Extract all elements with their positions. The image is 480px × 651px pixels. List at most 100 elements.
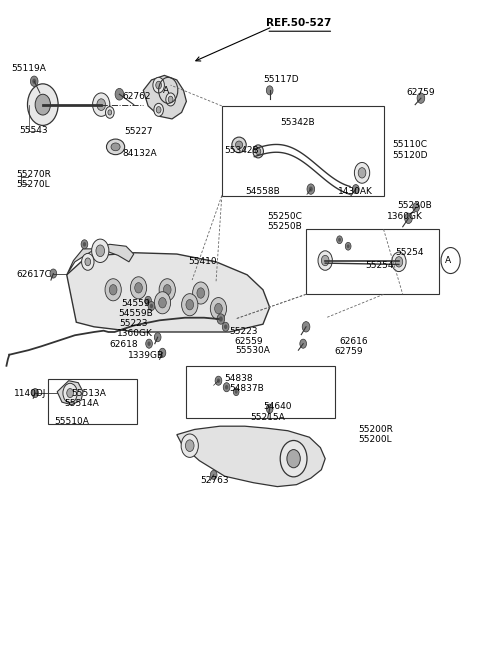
Text: 55514A: 55514A — [64, 399, 98, 408]
Circle shape — [417, 93, 425, 104]
Text: 55254: 55254 — [396, 248, 424, 257]
Text: 54558B: 54558B — [245, 187, 279, 196]
Circle shape — [97, 99, 106, 111]
Circle shape — [150, 304, 153, 309]
Circle shape — [108, 110, 112, 115]
Circle shape — [159, 279, 175, 301]
Text: 52763: 52763 — [201, 476, 229, 484]
Circle shape — [395, 256, 403, 267]
Circle shape — [148, 301, 155, 311]
Circle shape — [197, 288, 204, 298]
Text: 55110C: 55110C — [392, 141, 427, 150]
Circle shape — [67, 389, 73, 398]
Circle shape — [32, 389, 38, 398]
Circle shape — [181, 294, 198, 316]
Circle shape — [155, 333, 161, 342]
Circle shape — [93, 93, 110, 117]
Bar — [186, 366, 335, 418]
Circle shape — [210, 298, 227, 320]
Text: 55223: 55223 — [229, 327, 258, 337]
Text: 1360GK: 1360GK — [387, 212, 423, 221]
Circle shape — [81, 240, 88, 249]
Circle shape — [217, 314, 225, 324]
Text: 55200L: 55200L — [359, 435, 392, 444]
Text: 62618: 62618 — [110, 340, 138, 349]
Circle shape — [347, 244, 349, 248]
Circle shape — [156, 107, 161, 113]
Circle shape — [280, 441, 307, 477]
Bar — [306, 229, 439, 294]
Circle shape — [224, 325, 228, 329]
Circle shape — [215, 376, 222, 385]
Text: A: A — [162, 86, 168, 95]
Circle shape — [405, 213, 412, 223]
Circle shape — [106, 107, 114, 118]
Polygon shape — [67, 253, 270, 332]
Polygon shape — [67, 244, 134, 275]
Polygon shape — [57, 381, 83, 405]
Circle shape — [158, 298, 166, 308]
Text: 1339GB: 1339GB — [128, 351, 164, 360]
Circle shape — [83, 242, 86, 247]
Circle shape — [181, 434, 198, 458]
Text: 55513A: 55513A — [72, 389, 107, 398]
Circle shape — [146, 339, 153, 348]
Text: 62759: 62759 — [407, 89, 435, 98]
Text: 55270L: 55270L — [16, 180, 49, 189]
Circle shape — [217, 378, 220, 383]
Circle shape — [345, 242, 351, 250]
Text: 55119A: 55119A — [11, 64, 46, 74]
Circle shape — [85, 258, 91, 266]
Ellipse shape — [255, 148, 261, 155]
Circle shape — [338, 238, 341, 242]
Circle shape — [318, 251, 332, 270]
Circle shape — [147, 341, 151, 346]
Polygon shape — [177, 426, 325, 486]
Circle shape — [192, 282, 209, 304]
Circle shape — [235, 390, 238, 394]
Text: 55120D: 55120D — [392, 151, 428, 159]
Text: 62759: 62759 — [335, 347, 363, 356]
Text: 62559: 62559 — [234, 337, 263, 346]
Text: 55543: 55543 — [19, 126, 48, 135]
Circle shape — [266, 86, 273, 95]
Text: 55270R: 55270R — [16, 171, 51, 179]
Text: 55215A: 55215A — [251, 413, 285, 422]
Circle shape — [109, 284, 117, 295]
Text: 55254: 55254 — [365, 260, 394, 270]
Circle shape — [163, 284, 171, 295]
Text: 55410: 55410 — [188, 257, 217, 266]
Text: 62762: 62762 — [123, 92, 151, 102]
Text: 55250C: 55250C — [268, 212, 302, 221]
Bar — [222, 106, 384, 195]
Circle shape — [166, 93, 175, 106]
Circle shape — [154, 104, 163, 117]
Text: 55117D: 55117D — [263, 76, 299, 85]
Circle shape — [115, 89, 124, 100]
Circle shape — [307, 184, 315, 194]
Circle shape — [35, 94, 50, 115]
Text: 55342B: 55342B — [281, 118, 315, 128]
Circle shape — [27, 84, 58, 126]
Circle shape — [392, 252, 406, 271]
Circle shape — [96, 245, 105, 256]
Text: 1140DJ: 1140DJ — [14, 389, 47, 398]
Text: A: A — [445, 256, 451, 265]
Circle shape — [222, 322, 229, 331]
Circle shape — [105, 279, 121, 301]
Text: REF.50-527: REF.50-527 — [266, 18, 332, 29]
Text: 55227: 55227 — [124, 128, 153, 137]
Text: 54559: 54559 — [121, 299, 150, 308]
Circle shape — [266, 404, 273, 413]
Circle shape — [322, 255, 329, 266]
Circle shape — [186, 299, 193, 310]
Circle shape — [223, 383, 230, 392]
Circle shape — [210, 471, 217, 479]
Text: 55230B: 55230B — [397, 201, 432, 210]
Circle shape — [63, 383, 77, 403]
Circle shape — [413, 202, 420, 212]
Text: 1360GK: 1360GK — [117, 329, 152, 339]
Circle shape — [309, 186, 313, 191]
Ellipse shape — [253, 145, 264, 158]
Circle shape — [50, 269, 57, 278]
